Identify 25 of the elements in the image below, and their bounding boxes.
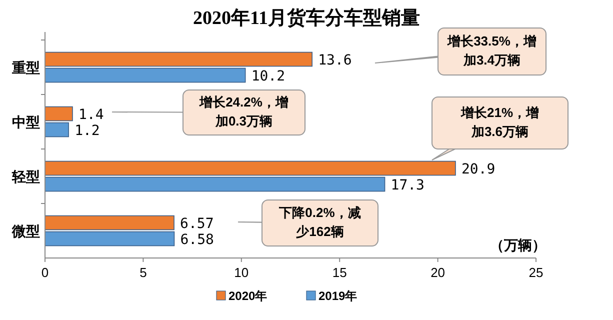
data-label: 1.2 (74, 122, 100, 139)
x-axis-title: （万辆） (490, 237, 546, 253)
data-label: 13.6 (318, 52, 352, 68)
x-tick-label: 5 (140, 265, 147, 280)
data-label: 20.9 (461, 161, 496, 178)
x-tick-label: 25 (528, 265, 544, 280)
y-tick-label: 中型 (12, 114, 40, 130)
data-label: 1.4 (78, 106, 104, 123)
data-label: 17.3 (390, 177, 424, 194)
x-tick-label: 20 (430, 265, 446, 280)
y-tick-label: 重型 (11, 59, 40, 76)
y-tick-label: 微型 (11, 222, 40, 239)
annotation: 下降0.2%，减少162辆 (278, 204, 361, 239)
x-tick-label: 15 (332, 265, 347, 280)
x-tick-label: 10 (234, 265, 249, 280)
chart-title: 2020年11月货车分车型销量 (193, 7, 420, 29)
legend-label: 2020年 (228, 289, 268, 303)
annotation: 增长33.5%，增加3.4万辆 (446, 33, 536, 68)
data-label: 10.2 (251, 68, 286, 84)
data-label: 6.57 (180, 216, 214, 232)
y-tick-label: 轻型 (11, 168, 40, 184)
x-tick-label: 0 (41, 265, 49, 280)
legend-label: 2019年 (318, 289, 358, 303)
annotation: 增长24.2%，增加0.3万辆 (198, 94, 288, 128)
data-label: 6.58 (180, 232, 214, 248)
